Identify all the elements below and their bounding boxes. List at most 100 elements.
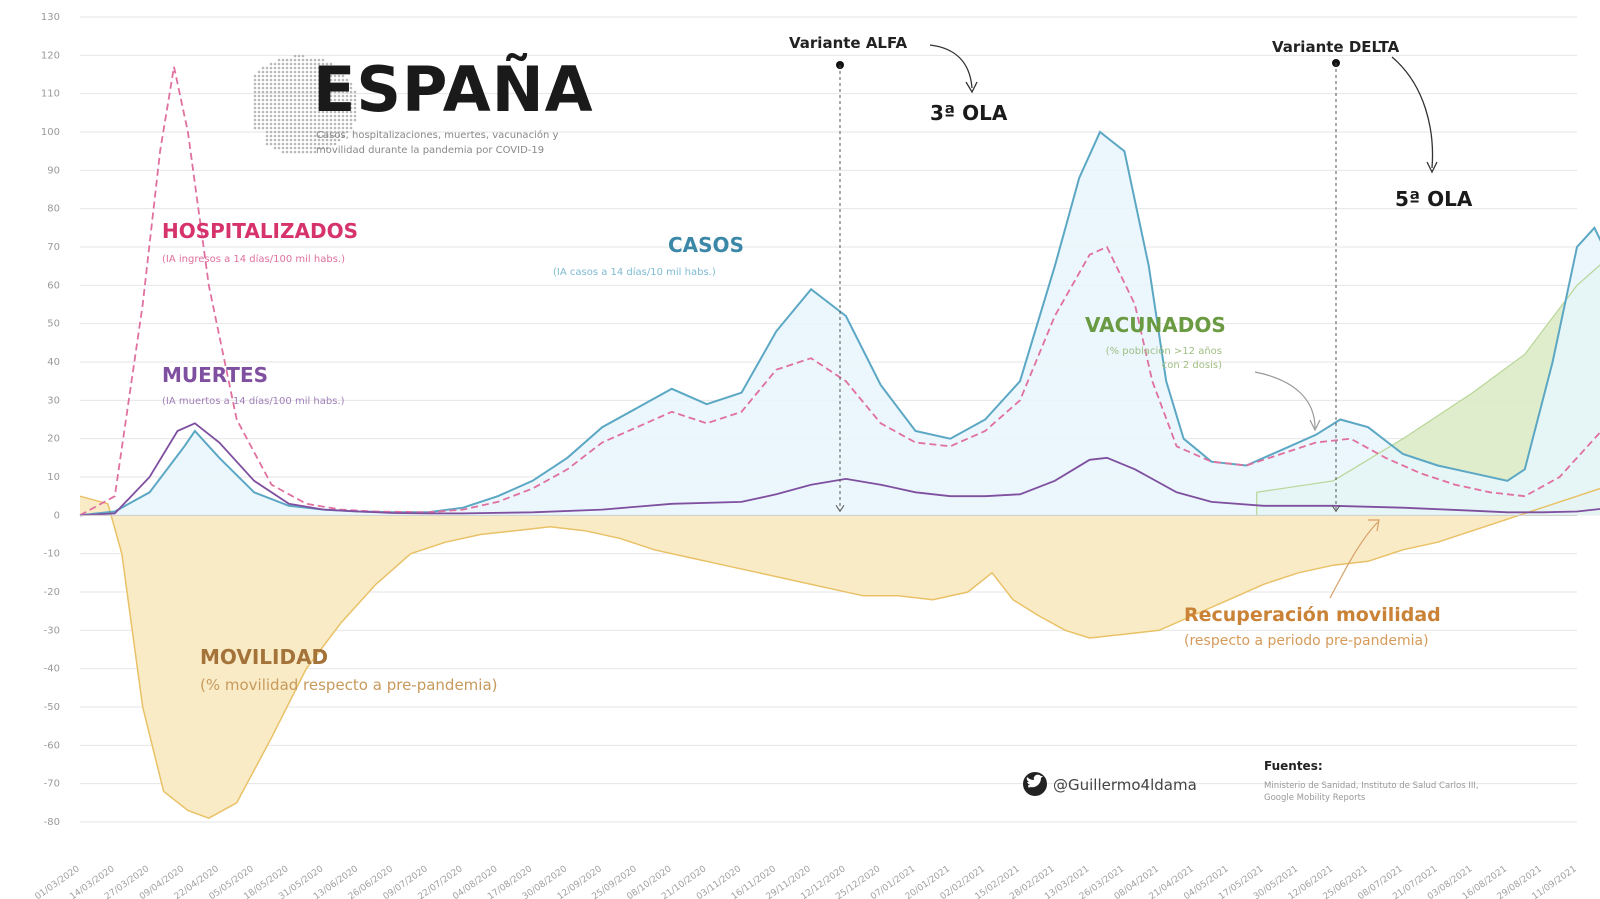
map-dot <box>305 130 309 134</box>
y-tick-label: 70 <box>47 242 60 253</box>
map-dot <box>253 118 257 122</box>
map-dot <box>281 126 285 130</box>
map-dot <box>333 86 337 90</box>
map-dot <box>309 138 313 142</box>
map-dot <box>297 102 301 106</box>
map-dot <box>289 70 293 74</box>
map-dot <box>309 150 313 154</box>
map-dot <box>305 86 309 90</box>
map-dot <box>341 94 345 98</box>
map-dot <box>261 114 265 118</box>
map-dot <box>277 74 281 78</box>
map-dot <box>345 126 349 130</box>
map-dot <box>309 78 313 82</box>
map-dot <box>325 106 329 110</box>
map-dot <box>269 62 273 66</box>
map-dot <box>317 78 321 82</box>
map-dot <box>297 126 301 130</box>
map-dot <box>341 98 345 102</box>
y-tick-label: -10 <box>44 549 60 560</box>
map-dot <box>321 58 325 62</box>
map-dot <box>333 142 337 146</box>
map-dot <box>349 122 353 126</box>
map-dot <box>281 110 285 114</box>
map-dot <box>309 114 313 118</box>
map-dot <box>313 122 317 126</box>
map-dot <box>309 118 313 122</box>
map-dot <box>269 78 273 82</box>
map-dot <box>301 90 305 94</box>
map-dot <box>265 122 269 126</box>
map-dot <box>297 82 301 86</box>
vacunados-arrow <box>1254 371 1316 429</box>
map-dot <box>285 146 289 150</box>
map-dot <box>269 86 273 90</box>
recuperacion-sublabel: (respecto a periodo pre-pandemia) <box>1184 633 1429 649</box>
map-dot <box>293 122 297 126</box>
movilidad-line <box>79 487 1600 820</box>
map-dot <box>317 98 321 102</box>
map-dot <box>265 82 269 86</box>
map-dot <box>297 122 301 126</box>
map-dot <box>337 98 341 102</box>
y-tick-label: 110 <box>41 89 60 100</box>
movilidad-label: MOVILIDAD <box>200 645 328 669</box>
map-dot <box>273 110 277 114</box>
spain-map-icon <box>253 54 357 154</box>
map-dot <box>265 110 269 114</box>
map-dot <box>281 74 285 78</box>
map-dot <box>321 118 325 122</box>
map-dot <box>325 142 329 146</box>
map-dot <box>309 94 313 98</box>
map-dot <box>261 78 265 82</box>
map-dot <box>349 110 353 114</box>
map-dot <box>297 106 301 110</box>
map-dot <box>289 110 293 114</box>
map-dot <box>289 94 293 98</box>
map-dot <box>345 94 349 98</box>
map-dot <box>341 106 345 110</box>
map-dot <box>301 78 305 82</box>
map-dot <box>297 146 301 150</box>
map-dot <box>333 102 337 106</box>
map-dot <box>261 118 265 122</box>
y-tick-label: 10 <box>47 472 60 483</box>
annotation-arrows <box>835 44 1438 599</box>
map-dot <box>313 126 317 130</box>
map-dot <box>285 74 289 78</box>
map-dot <box>349 86 353 90</box>
map-dot <box>285 102 289 106</box>
map-dot <box>337 82 341 86</box>
map-dot <box>301 130 305 134</box>
map-dot <box>321 86 325 90</box>
map-dot <box>281 150 285 154</box>
map-dot <box>333 90 337 94</box>
map-dot <box>329 138 333 142</box>
map-dot <box>317 70 321 74</box>
map-dot <box>337 86 341 90</box>
map-dot <box>285 138 289 142</box>
map-dot <box>297 142 301 146</box>
map-dot <box>309 126 313 130</box>
map-dot <box>265 138 269 142</box>
map-dot <box>317 82 321 86</box>
map-dot <box>341 130 345 134</box>
map-dot <box>325 102 329 106</box>
map-dot <box>301 94 305 98</box>
map-dot <box>273 98 277 102</box>
map-dot <box>301 98 305 102</box>
map-dot <box>269 94 273 98</box>
map-dot <box>289 86 293 90</box>
map-dot <box>297 118 301 122</box>
map-dot <box>261 98 265 102</box>
map-dot <box>257 78 261 82</box>
map-dot <box>329 122 333 126</box>
map-dot <box>257 118 261 122</box>
twitter-handle: @Guillermo4ldama <box>1053 776 1197 794</box>
map-dot <box>269 102 273 106</box>
map-dot <box>293 134 297 138</box>
map-dot <box>257 70 261 74</box>
map-dot <box>285 94 289 98</box>
map-dot <box>293 142 297 146</box>
map-dot <box>285 110 289 114</box>
